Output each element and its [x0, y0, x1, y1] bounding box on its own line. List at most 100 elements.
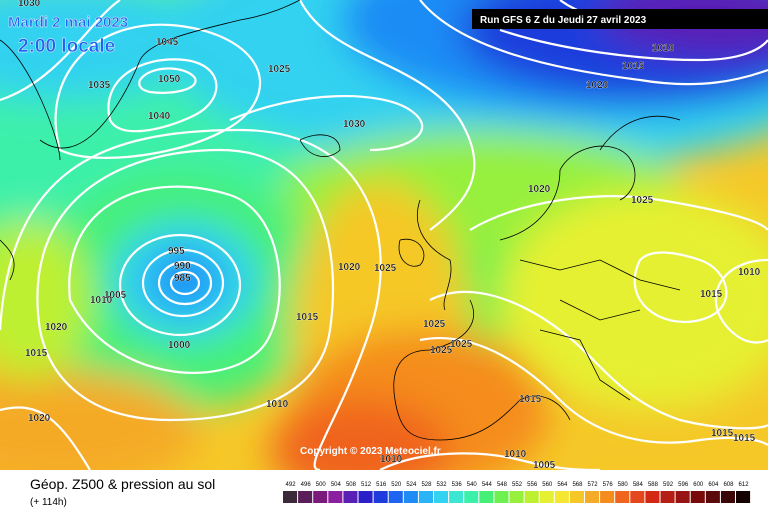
isobar-label: 1010 — [90, 295, 113, 306]
scale-cell — [524, 491, 539, 503]
scale-label: 556 — [527, 482, 538, 488]
run-info: Run GFS 6 Z du Jeudi 27 avril 2023 — [480, 15, 647, 26]
scale-cell — [313, 491, 328, 503]
isobar-label: 1025 — [430, 345, 453, 356]
scale-cell — [509, 491, 524, 503]
scale-cell — [479, 491, 494, 503]
scale-label: 600 — [693, 482, 704, 488]
scale-label: 592 — [663, 482, 674, 488]
isobar-label: 1015 — [296, 312, 319, 323]
isobar-label: 1020 — [338, 262, 361, 273]
scale-label: 604 — [708, 482, 719, 488]
scale-label: 564 — [557, 482, 568, 488]
scale-cell — [464, 491, 479, 503]
isobar-label: 1035 — [88, 80, 111, 91]
isobar-label: 1025 — [450, 339, 473, 350]
isobar-label: 1015 — [622, 61, 645, 72]
isobar-label: 1020 — [528, 184, 551, 195]
isobar-label: 1010 — [504, 449, 527, 460]
run-box — [472, 9, 768, 29]
scale-cell — [705, 491, 720, 503]
footer-title: Géop. Z500 & pression au sol — [30, 476, 215, 492]
isobar-label: 1025 — [374, 263, 397, 274]
scale-label: 544 — [482, 482, 493, 488]
scale-label: 612 — [739, 482, 750, 488]
scale-cell — [690, 491, 705, 503]
isobar-label: 1030 — [18, 0, 41, 9]
isobar-label: 1000 — [168, 340, 191, 351]
scale-cell — [675, 491, 690, 503]
isobar-label: 1020 — [28, 413, 51, 424]
scale-label: 588 — [648, 482, 659, 488]
isobar-label: 1020 — [45, 322, 68, 333]
scale-label: 528 — [421, 482, 432, 488]
scale-cell — [298, 491, 313, 503]
scale-cell — [494, 491, 509, 503]
scale-label: 500 — [316, 482, 327, 488]
isobar-label: 1015 — [700, 289, 723, 300]
scale-cell — [343, 491, 358, 503]
scale-cell — [615, 491, 630, 503]
scale-cell — [449, 491, 464, 503]
isobar-label: 1015 — [733, 433, 756, 444]
isobar-label: 985 — [174, 273, 191, 284]
scale-label: 548 — [497, 482, 508, 488]
scale-label: 496 — [301, 482, 312, 488]
isobars — [0, 0, 768, 470]
time: 2:00 locale — [18, 36, 115, 57]
footer-subtitle: (+ 114h) — [30, 497, 67, 508]
isobar-label: 1040 — [148, 111, 171, 122]
isobar-label: 1025 — [423, 319, 446, 330]
scale-cell — [569, 491, 584, 503]
isobar-label: 1025 — [631, 195, 654, 206]
scale-cell — [373, 491, 388, 503]
isobar-label: 1015 — [519, 394, 542, 405]
scale-cell — [660, 491, 675, 503]
scale-label: 536 — [452, 482, 463, 488]
scale-label: 492 — [286, 482, 297, 488]
isobar-label: 1005 — [104, 290, 127, 301]
isobar-label: 1015 — [25, 348, 48, 359]
scale-label: 572 — [588, 482, 599, 488]
scale-label: 540 — [467, 482, 478, 488]
scale-label: 596 — [678, 482, 689, 488]
isobar-label: 1015 — [711, 428, 734, 439]
isobar-label: 1010 — [266, 399, 289, 410]
scale-label: 516 — [376, 482, 387, 488]
isobar-label: 1010 — [652, 43, 675, 54]
isobar-label: 1025 — [268, 64, 291, 75]
scale-cell — [736, 491, 751, 503]
isobar-label: 1020 — [586, 80, 609, 91]
scale-label: 576 — [603, 482, 614, 488]
isobar-label: 1050 — [158, 74, 181, 85]
isobar-label: 1030 — [343, 119, 366, 130]
scale-label: 512 — [361, 482, 372, 488]
scale-cell — [283, 491, 298, 503]
isobar-label: 995 — [168, 246, 185, 257]
scale-cell — [585, 491, 600, 503]
scale-label: 608 — [723, 482, 734, 488]
scale-label: 580 — [618, 482, 629, 488]
isobar-label: 1045 — [156, 37, 179, 48]
scale-cell — [358, 491, 373, 503]
scale-label: 504 — [331, 482, 342, 488]
color-scale: 492 496 500 504 508 512 516 520 524 528 532 536 540 5… — [283, 482, 751, 503]
scale-cell — [418, 491, 433, 503]
scale-cell — [600, 491, 615, 503]
scale-cell — [554, 491, 569, 503]
scale-label: 552 — [512, 482, 523, 488]
isobar-label: 1010 — [738, 267, 761, 278]
scale-cell — [645, 491, 660, 503]
scale-label: 532 — [437, 482, 448, 488]
isobar-label: 1010 — [380, 454, 403, 465]
scale-cell — [720, 491, 735, 503]
scale-cell — [434, 491, 449, 503]
scale-label: 584 — [633, 482, 644, 488]
date: Mardi 2 mai 2023 — [8, 14, 128, 31]
copyright: Copyright © 2023 Meteociel.fr — [300, 446, 441, 457]
isobar-label: 1005 — [533, 460, 556, 471]
scale-cell — [539, 491, 554, 503]
scale-label: 560 — [542, 482, 553, 488]
